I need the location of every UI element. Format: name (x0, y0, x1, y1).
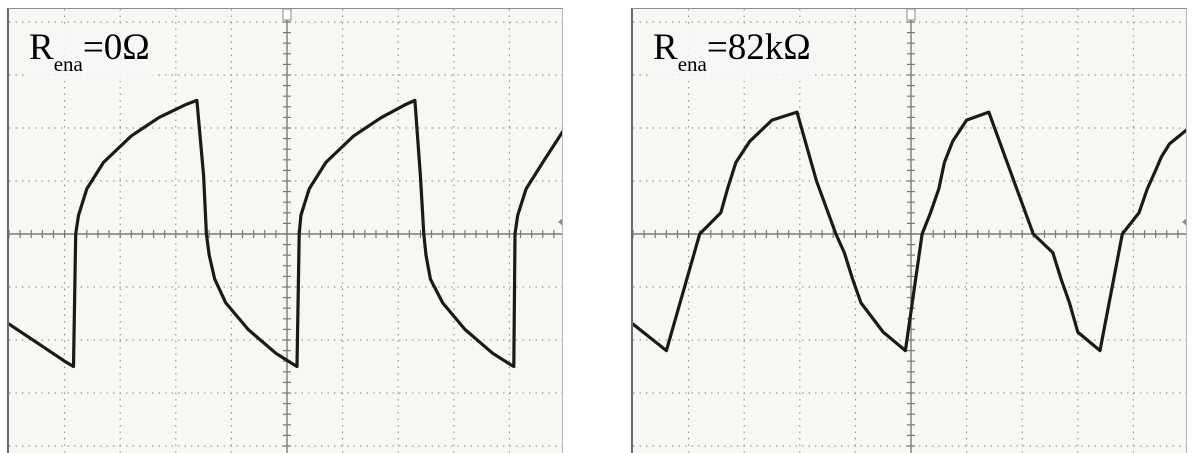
annotation-symbol: R (29, 27, 54, 68)
trigger-marker-icon (906, 9, 916, 21)
scope-panel-right: Rena=82kΩ (631, 8, 1187, 453)
scope-plot-right (633, 9, 1186, 453)
annotation-value: =82kΩ (706, 27, 811, 68)
trigger-marker-icon (282, 9, 292, 21)
annotation-symbol: R (653, 27, 678, 68)
annotation-value: =0Ω (82, 27, 150, 68)
scope-plot-left (9, 9, 562, 453)
annotation-subscript: ena (677, 52, 707, 76)
scope-panel-left: Rena=0Ω (7, 8, 563, 453)
level-marker-icon (1182, 218, 1186, 226)
waveform-trace (9, 98, 562, 369)
waveform-trace (633, 110, 1186, 353)
level-marker-icon (558, 218, 562, 226)
annotation-subscript: ena (53, 52, 83, 76)
chart-annotation-left: Rena=0Ω (25, 27, 154, 81)
chart-annotation-right: Rena=82kΩ (649, 27, 815, 81)
